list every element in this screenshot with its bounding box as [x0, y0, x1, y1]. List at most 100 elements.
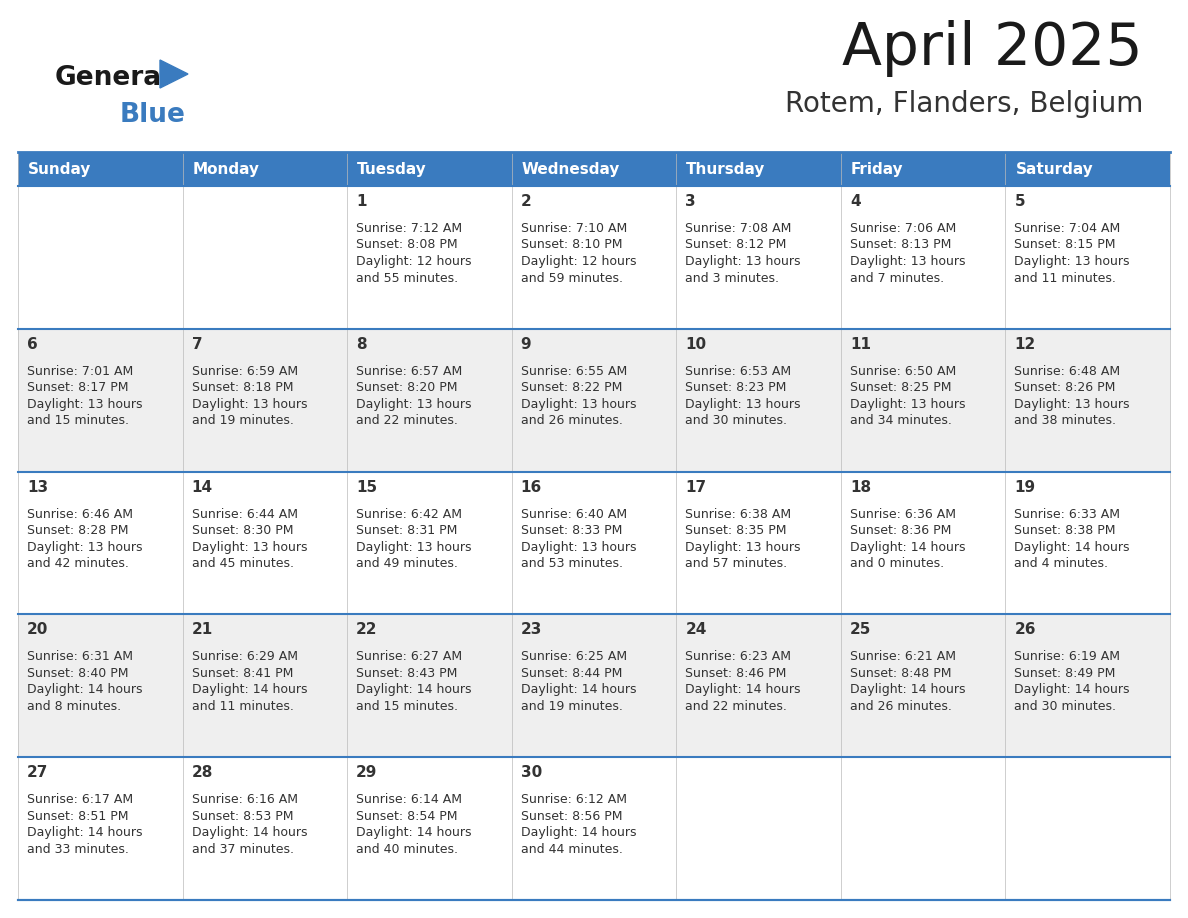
Text: Sunset: 8:35 PM: Sunset: 8:35 PM	[685, 524, 786, 537]
Text: April 2025: April 2025	[842, 20, 1143, 77]
Text: Sunset: 8:38 PM: Sunset: 8:38 PM	[1015, 524, 1116, 537]
Bar	[18, 329, 1170, 472]
Text: Daylight: 13 hours: Daylight: 13 hours	[191, 397, 307, 410]
Text: Sunrise: 6:21 AM: Sunrise: 6:21 AM	[849, 650, 956, 664]
Text: and 30 minutes.: and 30 minutes.	[1015, 700, 1117, 713]
Bar	[841, 152, 1005, 186]
Text: Daylight: 14 hours: Daylight: 14 hours	[520, 826, 637, 839]
Text: Sunset: 8:46 PM: Sunset: 8:46 PM	[685, 666, 786, 680]
Bar	[18, 152, 183, 186]
Text: Sunrise: 6:53 AM: Sunrise: 6:53 AM	[685, 364, 791, 378]
Text: and 44 minutes.: and 44 minutes.	[520, 843, 623, 856]
Text: 5: 5	[1015, 194, 1025, 209]
Bar	[18, 186, 1170, 329]
Text: 8: 8	[356, 337, 367, 352]
Text: Friday: Friday	[851, 162, 904, 177]
Text: and 42 minutes.: and 42 minutes.	[27, 557, 128, 570]
Text: General: General	[55, 65, 171, 91]
Text: Daylight: 14 hours: Daylight: 14 hours	[27, 683, 143, 697]
Text: Daylight: 13 hours: Daylight: 13 hours	[520, 397, 637, 410]
Text: Daylight: 13 hours: Daylight: 13 hours	[356, 397, 472, 410]
Text: Thursday: Thursday	[687, 162, 765, 177]
Text: Daylight: 14 hours: Daylight: 14 hours	[356, 826, 472, 839]
Text: 29: 29	[356, 766, 378, 780]
Text: Sunset: 8:18 PM: Sunset: 8:18 PM	[191, 381, 293, 395]
Text: Daylight: 13 hours: Daylight: 13 hours	[191, 541, 307, 554]
Text: Sunrise: 6:36 AM: Sunrise: 6:36 AM	[849, 508, 956, 521]
Text: Daylight: 14 hours: Daylight: 14 hours	[849, 541, 966, 554]
Text: Wednesday: Wednesday	[522, 162, 620, 177]
Text: 10: 10	[685, 337, 707, 352]
Text: and 22 minutes.: and 22 minutes.	[685, 700, 788, 713]
Text: Sunrise: 6:31 AM: Sunrise: 6:31 AM	[27, 650, 133, 664]
Text: Daylight: 12 hours: Daylight: 12 hours	[520, 255, 637, 268]
Text: Blue: Blue	[120, 102, 185, 128]
Text: Sunset: 8:31 PM: Sunset: 8:31 PM	[356, 524, 457, 537]
Text: 24: 24	[685, 622, 707, 637]
Text: and 22 minutes.: and 22 minutes.	[356, 414, 459, 427]
Text: and 57 minutes.: and 57 minutes.	[685, 557, 788, 570]
Text: Sunset: 8:48 PM: Sunset: 8:48 PM	[849, 666, 952, 680]
Text: Sunset: 8:30 PM: Sunset: 8:30 PM	[191, 524, 293, 537]
Text: and 45 minutes.: and 45 minutes.	[191, 557, 293, 570]
Text: Sunrise: 6:25 AM: Sunrise: 6:25 AM	[520, 650, 627, 664]
Text: Sunrise: 6:42 AM: Sunrise: 6:42 AM	[356, 508, 462, 521]
Text: and 4 minutes.: and 4 minutes.	[1015, 557, 1108, 570]
Text: Sunset: 8:41 PM: Sunset: 8:41 PM	[191, 666, 293, 680]
Text: Sunset: 8:54 PM: Sunset: 8:54 PM	[356, 810, 457, 823]
Text: Daylight: 14 hours: Daylight: 14 hours	[27, 826, 143, 839]
Text: Sunrise: 6:38 AM: Sunrise: 6:38 AM	[685, 508, 791, 521]
Text: Sunset: 8:36 PM: Sunset: 8:36 PM	[849, 524, 952, 537]
Text: and 11 minutes.: and 11 minutes.	[1015, 272, 1117, 285]
Text: 1: 1	[356, 194, 367, 209]
Text: Sunrise: 6:59 AM: Sunrise: 6:59 AM	[191, 364, 298, 378]
Text: Sunrise: 7:06 AM: Sunrise: 7:06 AM	[849, 222, 956, 235]
Text: 12: 12	[1015, 337, 1036, 352]
Text: 25: 25	[849, 622, 871, 637]
Text: and 11 minutes.: and 11 minutes.	[191, 700, 293, 713]
Text: Sunrise: 6:14 AM: Sunrise: 6:14 AM	[356, 793, 462, 806]
Text: and 3 minutes.: and 3 minutes.	[685, 272, 779, 285]
Text: Tuesday: Tuesday	[358, 162, 426, 177]
Bar	[512, 152, 676, 186]
Text: Sunset: 8:25 PM: Sunset: 8:25 PM	[849, 381, 952, 395]
Text: Saturday: Saturday	[1016, 162, 1093, 177]
Text: Sunrise: 6:55 AM: Sunrise: 6:55 AM	[520, 364, 627, 378]
Text: 21: 21	[191, 622, 213, 637]
Text: and 15 minutes.: and 15 minutes.	[27, 414, 129, 427]
Text: and 55 minutes.: and 55 minutes.	[356, 272, 459, 285]
Text: Daylight: 14 hours: Daylight: 14 hours	[191, 683, 307, 697]
Text: Daylight: 13 hours: Daylight: 13 hours	[27, 397, 143, 410]
Bar	[18, 472, 1170, 614]
Text: and 26 minutes.: and 26 minutes.	[520, 414, 623, 427]
Text: and 26 minutes.: and 26 minutes.	[849, 700, 952, 713]
Text: Sunset: 8:53 PM: Sunset: 8:53 PM	[191, 810, 293, 823]
Bar	[18, 757, 1170, 900]
Text: Daylight: 13 hours: Daylight: 13 hours	[849, 255, 966, 268]
Text: and 34 minutes.: and 34 minutes.	[849, 414, 952, 427]
Text: and 19 minutes.: and 19 minutes.	[520, 700, 623, 713]
Text: 3: 3	[685, 194, 696, 209]
Text: and 53 minutes.: and 53 minutes.	[520, 557, 623, 570]
Text: and 59 minutes.: and 59 minutes.	[520, 272, 623, 285]
Text: 20: 20	[27, 622, 49, 637]
Text: Daylight: 14 hours: Daylight: 14 hours	[191, 826, 307, 839]
Text: Sunrise: 6:17 AM: Sunrise: 6:17 AM	[27, 793, 133, 806]
Text: Daylight: 14 hours: Daylight: 14 hours	[520, 683, 637, 697]
Text: Monday: Monday	[192, 162, 259, 177]
Text: and 0 minutes.: and 0 minutes.	[849, 557, 944, 570]
Text: Sunrise: 6:33 AM: Sunrise: 6:33 AM	[1015, 508, 1120, 521]
Text: Sunrise: 6:23 AM: Sunrise: 6:23 AM	[685, 650, 791, 664]
Text: Sunrise: 6:50 AM: Sunrise: 6:50 AM	[849, 364, 956, 378]
Text: Sunset: 8:49 PM: Sunset: 8:49 PM	[1015, 666, 1116, 680]
Text: Sunset: 8:44 PM: Sunset: 8:44 PM	[520, 666, 623, 680]
Text: Daylight: 13 hours: Daylight: 13 hours	[1015, 255, 1130, 268]
Text: Sunrise: 6:12 AM: Sunrise: 6:12 AM	[520, 793, 627, 806]
Text: Sunrise: 6:46 AM: Sunrise: 6:46 AM	[27, 508, 133, 521]
Polygon shape	[160, 60, 188, 88]
Text: Sunset: 8:17 PM: Sunset: 8:17 PM	[27, 381, 128, 395]
Text: 28: 28	[191, 766, 213, 780]
Text: and 15 minutes.: and 15 minutes.	[356, 700, 459, 713]
Bar	[676, 152, 841, 186]
Text: Daylight: 14 hours: Daylight: 14 hours	[685, 683, 801, 697]
